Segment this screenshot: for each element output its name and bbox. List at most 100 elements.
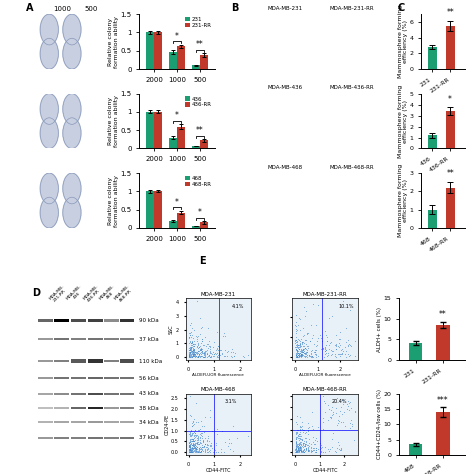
Point [244, 432, 252, 440]
Point [194, 438, 201, 446]
Point [192, 445, 200, 452]
Point [205, 438, 213, 445]
Point [328, 414, 335, 422]
Point [303, 328, 310, 336]
Point [186, 331, 193, 338]
Bar [446, 111, 455, 148]
Point [204, 446, 211, 454]
Point [218, 346, 225, 354]
Point [343, 400, 351, 407]
Point [321, 443, 328, 450]
Point [292, 419, 300, 426]
Point [315, 423, 322, 430]
Point [195, 447, 203, 454]
Point [297, 345, 304, 353]
Point [295, 447, 302, 454]
Point [199, 346, 206, 354]
Point [294, 351, 301, 359]
Point [301, 442, 309, 450]
Point [317, 334, 324, 342]
Point [319, 443, 326, 451]
Point [200, 349, 207, 356]
Point [292, 448, 299, 456]
Point [194, 344, 201, 351]
Point [299, 447, 306, 455]
Point [201, 350, 209, 357]
Point [187, 435, 195, 442]
Point [186, 438, 194, 446]
Point [327, 346, 335, 354]
Point [301, 441, 309, 449]
Point [301, 344, 309, 352]
Point [186, 441, 194, 449]
Point [319, 344, 327, 352]
Point [314, 353, 321, 360]
Point [197, 438, 204, 446]
Bar [88, 392, 103, 395]
Point [296, 347, 303, 355]
Point [185, 348, 193, 356]
Text: B: B [231, 3, 238, 13]
Text: MDA-MB-
231-RR: MDA-MB- 231-RR [48, 283, 68, 304]
Point [321, 347, 328, 355]
Point [191, 447, 199, 455]
Point [186, 447, 193, 455]
Point [197, 448, 204, 456]
Point [187, 333, 194, 340]
Text: MDA-MB-468-RR: MDA-MB-468-RR [329, 165, 374, 170]
Point [295, 346, 303, 353]
Y-axis label: Relative colony
formation ability: Relative colony formation ability [108, 95, 119, 147]
Point [342, 325, 350, 332]
Point [294, 445, 301, 453]
Point [301, 350, 309, 358]
Point [219, 333, 227, 340]
Point [213, 344, 220, 351]
Point [186, 438, 193, 446]
Point [190, 445, 198, 452]
Point [200, 422, 208, 430]
Point [319, 425, 327, 433]
Text: A: A [26, 3, 34, 13]
Point [188, 338, 196, 346]
Point [298, 422, 306, 429]
Point [304, 441, 311, 449]
Point [301, 440, 309, 448]
Point [206, 337, 213, 345]
Point [186, 392, 194, 400]
Point [304, 445, 312, 452]
Point [185, 351, 193, 359]
Point [299, 447, 307, 454]
Point [332, 404, 339, 412]
Point [189, 448, 196, 456]
Point [193, 348, 201, 356]
Point [341, 343, 349, 351]
Point [332, 340, 339, 347]
Point [297, 444, 305, 451]
Point [186, 337, 194, 344]
Point [312, 434, 319, 442]
Point [191, 348, 199, 356]
Point [193, 439, 201, 447]
Point [188, 353, 196, 360]
Point [192, 431, 200, 438]
Bar [71, 393, 86, 395]
Point [297, 352, 305, 359]
Text: MDA-MB-
468-RR: MDA-MB- 468-RR [114, 283, 134, 304]
Point [186, 351, 193, 358]
Point [195, 440, 203, 448]
Point [197, 439, 204, 447]
Point [292, 438, 300, 446]
Point [189, 351, 197, 359]
Point [301, 443, 309, 450]
Point [200, 350, 208, 357]
Point [186, 446, 193, 454]
Point [292, 353, 300, 361]
Point [293, 433, 301, 441]
Point [309, 422, 316, 430]
Point [327, 352, 335, 359]
Point [191, 442, 198, 449]
Point [206, 347, 213, 355]
Point [298, 350, 305, 358]
Point [294, 447, 301, 454]
Point [185, 447, 193, 454]
